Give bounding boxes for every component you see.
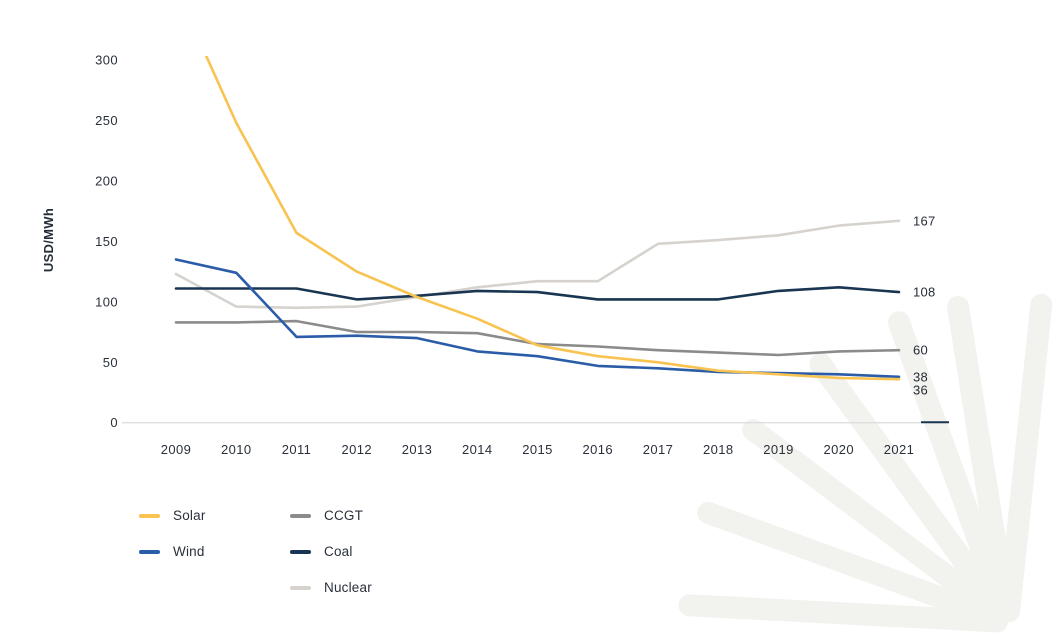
lcoe-line-chart: USD/MWh 0 50 100 150 200 250 300 2009 2010 2011 2… [41, 53, 949, 457]
legend-swatch-nuclear [290, 585, 311, 590]
x-tick-label: 2010 [221, 442, 252, 457]
end-label-coal: 108 [913, 285, 936, 300]
x-tick-label: 2015 [522, 442, 553, 457]
legend-label-wind: Wind [173, 544, 205, 559]
chart-canvas: USD/MWh 0 50 100 150 200 250 300 2009 2010 2011 2… [41, 53, 949, 457]
x-tick-label: 2020 [823, 442, 854, 457]
end-label-nuclear: 167 [913, 213, 936, 228]
y-tick-label: 50 [103, 355, 118, 370]
x-tick-label: 2009 [161, 442, 192, 457]
y-axis-title: USD/MWh [41, 208, 56, 272]
legend-item-wind: Wind [139, 542, 206, 561]
legend-label-nuclear: Nuclear [324, 580, 372, 595]
x-tick-label: 2017 [643, 442, 674, 457]
series-line-wind [174, 258, 901, 379]
legend-swatch-ccgt [290, 513, 311, 518]
watermark-ray [694, 498, 1012, 633]
legend-item-coal: Coal [290, 542, 372, 561]
legend-column-2: CCGT Coal Nuclear [290, 506, 372, 597]
end-label-solar: 36 [913, 382, 928, 397]
page: { "chart_data": { "type": "line", "title… [41, 52, 1054, 633]
y-tick-label: 0 [110, 415, 118, 430]
legend-label-ccgt: CCGT [324, 508, 364, 523]
end-label-wind: 38 [913, 369, 928, 384]
series-line-nuclear [174, 219, 901, 310]
y-tick-label: 150 [95, 234, 118, 249]
y-tick-label: 300 [95, 53, 118, 68]
y-tick-label: 100 [95, 294, 118, 309]
x-tick-label: 2011 [282, 442, 312, 457]
legend-item-nuclear: Nuclear [290, 578, 372, 597]
legend-item-solar: Solar [139, 506, 206, 525]
legend-swatch-wind [139, 549, 160, 554]
x-tick-label: 2014 [462, 442, 493, 457]
x-tick-label: 2012 [341, 442, 372, 457]
end-label-ccgt: 60 [913, 343, 928, 358]
legend-swatch-coal [290, 549, 311, 554]
y-tick-label: 250 [95, 113, 118, 128]
series-line-solar [204, 56, 901, 381]
x-tick-label: 2016 [582, 442, 613, 457]
x-tick-label: 2013 [402, 442, 433, 457]
x-tick-label: 2019 [763, 442, 794, 457]
y-tick-label: 200 [95, 173, 118, 188]
legend-item-ccgt: CCGT [290, 506, 372, 525]
legend-swatch-solar [139, 513, 160, 518]
series-line-coal [174, 285, 901, 301]
legend-label-coal: Coal [324, 544, 353, 559]
watermark-ray [677, 593, 1009, 633]
series-line-ccgt [174, 319, 901, 357]
legend-label-solar: Solar [173, 508, 206, 523]
legend-column-1: Solar Wind [139, 506, 206, 561]
x-tick-label: 2018 [703, 442, 734, 457]
x-tick-label: 2021 [884, 442, 915, 457]
